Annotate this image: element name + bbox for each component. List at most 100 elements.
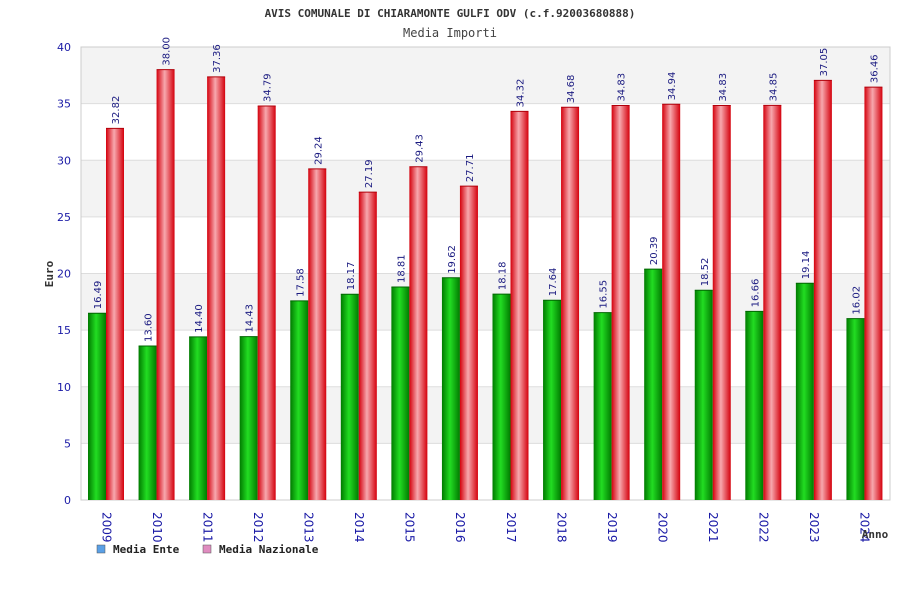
- plot-border: [80, 46, 891, 501]
- x-tick-label: 2017: [504, 512, 518, 543]
- x-tick-label: 2014: [352, 512, 366, 543]
- bar-media-ente: [492, 294, 511, 500]
- bar-media-ente: [543, 300, 562, 500]
- x-tick-label: 2012: [251, 512, 265, 543]
- data-label: 27.19: [364, 159, 375, 188]
- bar-media-nazionale: [813, 80, 832, 500]
- bar-media-ente: [593, 312, 612, 500]
- bar-media-nazionale: [510, 111, 529, 501]
- bar-media-ente: [138, 345, 157, 500]
- y-tick-label: 40: [57, 41, 71, 54]
- legend-swatch: [202, 544, 212, 554]
- x-tick-label: 2018: [554, 512, 568, 543]
- x-tick-label: 2011: [200, 512, 214, 543]
- data-label: 16.49: [93, 281, 104, 310]
- data-label: 14.40: [194, 304, 205, 333]
- data-label: 14.43: [245, 304, 256, 333]
- bar-media-ente: [88, 313, 106, 500]
- x-tick-label: 2021: [706, 512, 720, 543]
- bar-media-ente: [694, 290, 713, 500]
- x-tick-label: 2010: [150, 512, 164, 543]
- bar-media-ente: [745, 311, 764, 500]
- x-tick-label: 2009: [99, 512, 113, 543]
- data-label: 34.68: [566, 75, 577, 104]
- chart-subtitle: Media Importi: [403, 26, 497, 40]
- data-label: 17.64: [548, 268, 559, 297]
- bar-media-nazionale: [257, 106, 276, 501]
- bar-media-nazionale: [763, 105, 782, 500]
- chart-title: AVIS COMUNALE DI CHIARAMONTE GULFI ODV (…: [265, 7, 636, 20]
- legend: Media Ente Media Nazionale: [96, 543, 319, 556]
- data-label: 18.81: [396, 254, 407, 283]
- x-tick-label: 2019: [605, 512, 619, 543]
- y-axis-label: Euro: [43, 260, 56, 287]
- data-label: 32.82: [111, 96, 122, 125]
- data-label: 34.94: [667, 72, 678, 101]
- y-tick-label: 20: [57, 268, 71, 281]
- data-label: 16.55: [599, 280, 610, 309]
- bar-media-nazionale: [106, 128, 124, 500]
- data-label: 19.62: [447, 245, 458, 274]
- x-tick-label: 2016: [453, 512, 467, 543]
- data-label: 37.36: [212, 44, 223, 73]
- legend-label: Media Ente: [113, 543, 180, 556]
- bar-media-ente: [644, 269, 663, 500]
- y-axis-ticks: 0 5 10 15 20 25 30 35 40: [57, 41, 71, 507]
- bar-media-nazionale: [611, 105, 630, 501]
- bar-media-ente: [189, 336, 208, 500]
- bar-media-ente: [290, 300, 309, 500]
- data-label: 18.52: [700, 258, 711, 287]
- data-label: 16.66: [750, 279, 761, 308]
- y-tick-label: 25: [57, 211, 71, 224]
- bar-media-ente: [340, 294, 359, 500]
- bar-media-nazionale: [712, 105, 731, 501]
- bar-media-nazionale: [409, 166, 428, 500]
- data-label: 34.85: [768, 73, 779, 102]
- bar-media-nazionale: [308, 168, 327, 500]
- y-tick-label: 15: [57, 324, 71, 337]
- bar-media-nazionale: [864, 87, 883, 500]
- x-tick-label: 2023: [807, 512, 821, 543]
- y-tick-label: 35: [57, 98, 71, 111]
- data-label: 19.14: [801, 251, 812, 280]
- y-tick-label: 5: [64, 437, 71, 450]
- y-tick-label: 30: [57, 154, 71, 167]
- data-label: 18.18: [498, 261, 509, 290]
- data-label: 34.79: [263, 73, 274, 102]
- bar-media-nazionale: [358, 192, 377, 501]
- data-label: 20.39: [649, 236, 660, 265]
- data-label: 27.71: [465, 154, 476, 183]
- bar-media-nazionale: [561, 107, 580, 501]
- legend-swatch: [96, 544, 106, 554]
- x-tick-label: 2024: [858, 512, 872, 543]
- data-label: 34.83: [718, 73, 729, 102]
- x-tick-label: 2020: [655, 512, 669, 543]
- y-tick-label: 0: [64, 494, 71, 507]
- bar-media-ente: [239, 336, 258, 500]
- data-label: 34.83: [617, 73, 628, 102]
- bar-media-ente: [391, 286, 410, 500]
- data-label: 17.58: [295, 268, 306, 297]
- bar-media-ente: [795, 283, 814, 500]
- bars-group: [88, 69, 883, 501]
- data-label: 13.60: [144, 313, 155, 342]
- data-label: 18.17: [346, 262, 357, 291]
- x-axis-ticks: 2009 2010 2011 2012 2013 2014 2015 2016 2017 2018…: [99, 512, 871, 543]
- bar-media-nazionale: [662, 104, 681, 500]
- data-label: 37.05: [819, 48, 830, 77]
- legend-label: Media Nazionale: [219, 543, 319, 556]
- data-label: 34.32: [516, 79, 527, 108]
- bar-media-nazionale: [207, 76, 226, 500]
- bar-media-nazionale: [459, 186, 478, 500]
- bar-media-ente: [441, 277, 460, 500]
- x-tick-label: 2015: [403, 512, 417, 543]
- data-label: 29.24: [313, 136, 324, 165]
- x-tick-label: 2022: [757, 512, 771, 543]
- bar-media-ente: [846, 318, 865, 500]
- y-tick-label: 10: [57, 381, 71, 394]
- data-labels-group: 16.49 32.82 13.60 38.00 14.40 37.36 14.43 34.79…: [93, 37, 880, 342]
- bar-media-nazionale: [156, 69, 175, 501]
- x-axis-label: Anno: [862, 528, 889, 541]
- data-label: 38.00: [162, 37, 173, 66]
